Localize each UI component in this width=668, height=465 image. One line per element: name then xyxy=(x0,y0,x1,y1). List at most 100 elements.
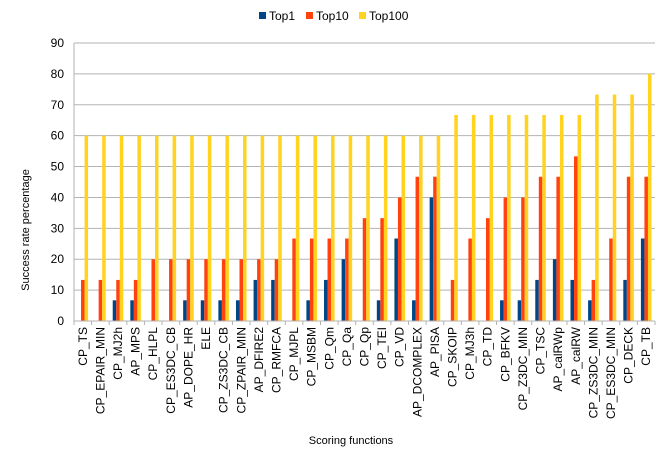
x-tick-label: CP_ZPAIR_MIN xyxy=(234,327,248,413)
bar-top10-cp-epair-min xyxy=(98,279,103,321)
bar-top10-ap-calrw xyxy=(574,156,578,321)
bar-top1-cp-zpair-min xyxy=(235,300,240,321)
bar-top100-cp-qp xyxy=(366,135,370,321)
bar-top1-cp-bfkv xyxy=(500,300,504,321)
bar-top10-cp-z3dc-min xyxy=(521,197,525,321)
x-tick-label: CP_HLPL xyxy=(146,327,160,381)
bar-top100-ap-dcomplex xyxy=(419,135,423,321)
bar-top100-cp-bfkv xyxy=(507,114,511,322)
y-tick-label: 80 xyxy=(51,67,65,81)
bar-top10-ap-dope-hr xyxy=(186,259,191,321)
y-tick-label: 60 xyxy=(51,129,65,143)
bar-top100-cp-qm xyxy=(331,135,335,321)
bar-top10-cp-zs3dc-cb xyxy=(221,259,226,321)
x-tick-label: AP_MPS xyxy=(129,327,143,376)
bar-top10-cp-rmfca xyxy=(274,259,279,321)
x-tick-label: CP_VD xyxy=(393,327,407,367)
bars xyxy=(81,73,652,322)
x-tick-label: CP_Z3DC_MIN xyxy=(516,327,530,410)
bar-top10-ap-mps xyxy=(133,279,138,321)
bar-top100-cp-zs3dc-min xyxy=(595,94,599,321)
x-tick-label: CP_MJPL xyxy=(287,327,301,381)
bar-top10-ap-pisa xyxy=(433,176,437,321)
y-tick-label: 10 xyxy=(51,283,65,297)
bar-top1-ele xyxy=(200,300,205,321)
bar-top10-cp-qp xyxy=(362,218,367,321)
y-axis-title: Success rate percentage xyxy=(20,169,32,291)
y-tick-label: 90 xyxy=(51,36,65,50)
bar-top100-ap-dope-hr xyxy=(190,135,194,321)
bar-top100-cp-es3dc-min xyxy=(612,94,617,321)
y-tick-label: 0 xyxy=(57,314,64,328)
y-tick-labels: 0 10 20 30 40 50 60 70 80 90 xyxy=(51,36,65,328)
bar-top10-cp-deck xyxy=(626,176,631,321)
x-tick-label: CP_MSBM xyxy=(305,327,319,386)
bar-top1-cp-tei xyxy=(376,300,381,321)
x-tick-labels: CP_TS CP_EPAIR_MIN CP_MJ2h AP_MPS CP_HLPL CP_… xyxy=(76,326,653,419)
legend: Top1 Top10 Top100 xyxy=(259,9,409,23)
y-tick-label: 40 xyxy=(51,190,65,204)
bar-top10-cp-td xyxy=(485,218,490,321)
bar-top100-cp-td xyxy=(489,114,494,322)
x-tick-label: AP_PISA xyxy=(428,327,442,377)
bar-top1-ap-pisa xyxy=(429,197,434,321)
bar-top10-cp-mjpl xyxy=(292,238,296,321)
bar-top10-cp-vd xyxy=(397,197,402,321)
bar-top100-cp-z3dc-min xyxy=(524,114,529,322)
bar-top100-cp-tei xyxy=(383,135,388,321)
bar-top100-ap-mps xyxy=(137,135,141,321)
bar-top1-ap-dope-hr xyxy=(183,300,187,321)
x-tick-label: AP_calRW xyxy=(569,326,583,384)
bar-top10-cp-ts xyxy=(81,279,85,321)
x-tick-label: CP_Qa xyxy=(340,327,354,367)
x-tick-label: CP_ES3DC_CB xyxy=(164,327,178,414)
bar-top1-cp-rmfca xyxy=(271,279,275,321)
bar-top1-ap-dcomplex xyxy=(412,300,416,321)
bar-top10-cp-tb xyxy=(644,176,648,321)
legend-swatch-top10 xyxy=(306,12,313,19)
bar-top10-cp-mj2h xyxy=(116,279,120,321)
bar-top100-ap-pisa xyxy=(436,135,441,321)
bar-top1-cp-mj2h xyxy=(112,300,117,321)
y-tick-label: 30 xyxy=(51,221,65,235)
bar-top10-cp-es3dc-min xyxy=(609,238,613,321)
x-tick-label: CP_TS xyxy=(76,327,90,366)
x-tick-label: ELE xyxy=(199,327,213,350)
y-tick-label: 20 xyxy=(51,252,65,266)
bar-top1-cp-zs3dc-cb xyxy=(218,300,222,321)
bar-top1-cp-deck xyxy=(623,279,627,321)
bar-top100-cp-tsc xyxy=(542,114,546,322)
bar-top100-cp-msbm xyxy=(313,135,317,321)
bar-top100-cp-zs3dc-cb xyxy=(225,135,229,321)
axes xyxy=(73,43,656,325)
x-tick-label: CP_DECK xyxy=(622,327,636,384)
x-tick-label: CP_EPAIR_MIN xyxy=(93,327,107,414)
y-tick-label: 50 xyxy=(51,160,65,174)
bar-top10-ap-dfire2 xyxy=(257,259,261,321)
x-tick-label: AP_DOPE_HR xyxy=(181,327,195,408)
x-tick-label: AP_calRWp xyxy=(551,327,565,392)
bar-top10-cp-bfkv xyxy=(503,197,508,321)
x-tick-label: CP_BFKV xyxy=(498,327,512,382)
y-tick-label: 70 xyxy=(51,98,65,112)
bar-top1-ap-mps xyxy=(130,300,134,321)
bar-top1-cp-qm xyxy=(324,279,328,321)
bar-top100-cp-mjpl xyxy=(295,135,300,321)
x-tick-label: CP_TD xyxy=(481,327,495,367)
x-tick-label: CP_Qp xyxy=(358,327,372,367)
bar-top10-cp-tei xyxy=(380,218,384,321)
x-tick-label: CP_SKOIP xyxy=(446,327,460,387)
bar-top100-ele xyxy=(207,135,212,321)
bar-top10-cp-hlpl xyxy=(151,259,155,321)
bar-top100-cp-mj3h xyxy=(471,114,476,322)
bar-top1-cp-tb xyxy=(640,238,645,321)
x-tick-label: AP_DFIRE2 xyxy=(252,327,266,393)
x-tick-label: CP_Qm xyxy=(322,327,336,370)
x-tick-label: CP_TEI xyxy=(375,327,389,369)
bar-top10-cp-msbm xyxy=(309,238,314,321)
bar-top1-ap-dfire2 xyxy=(253,279,258,321)
bar-top1-ap-calrw xyxy=(570,279,575,321)
bar-top100-cp-tb xyxy=(647,73,652,321)
bar-top1-cp-z3dc-min xyxy=(517,300,522,321)
